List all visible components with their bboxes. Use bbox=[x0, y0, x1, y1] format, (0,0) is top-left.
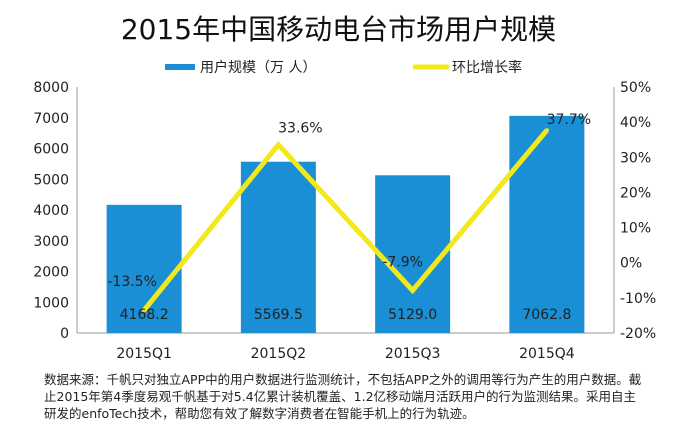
bar bbox=[240, 161, 316, 333]
growth-value-label: -13.5% bbox=[107, 274, 157, 290]
legend-bar-label: 用户规模（万 人） bbox=[200, 59, 316, 76]
growth-value-label: 37.7% bbox=[547, 112, 591, 128]
left-tick-label: 5000 bbox=[33, 172, 69, 188]
left-tick-label: 4000 bbox=[33, 203, 69, 219]
left-tick-label: 7000 bbox=[33, 111, 69, 127]
right-tick-label: 20% bbox=[620, 185, 651, 201]
growth-point bbox=[276, 142, 281, 147]
growth-point bbox=[544, 128, 549, 133]
legend-line-label: 环比增长率 bbox=[452, 59, 522, 76]
right-tick-label: 30% bbox=[620, 150, 651, 166]
legend-bar-swatch bbox=[165, 64, 195, 70]
left-tick-label: 2000 bbox=[33, 265, 69, 281]
growth-point bbox=[142, 308, 147, 313]
x-tick-label: 2015Q4 bbox=[519, 346, 575, 362]
bar-value-label: 7062.8 bbox=[522, 307, 571, 323]
bar-value-label: 5569.5 bbox=[254, 307, 303, 323]
left-tick-label: 0 bbox=[60, 326, 69, 342]
x-tick-label: 2015Q3 bbox=[385, 346, 441, 362]
left-tick-label: 1000 bbox=[33, 295, 69, 311]
right-tick-label: -20% bbox=[620, 326, 656, 342]
chart-title: 2015年中国移动电台市场用户规模 bbox=[120, 13, 557, 46]
growth-line bbox=[142, 128, 549, 312]
source-note: 数据来源：千帆只对独立APP中的用户数据进行监测统计，不包括APP之外的调用等行… bbox=[44, 372, 642, 421]
bar bbox=[509, 115, 585, 333]
x-tick-label: 2015Q1 bbox=[116, 346, 172, 362]
right-tick-label: 0% bbox=[620, 256, 642, 272]
growth-value-label: 33.6% bbox=[278, 121, 322, 137]
bar-value-label: 5129.0 bbox=[388, 307, 437, 323]
growth-value-label: -7.9% bbox=[382, 254, 423, 270]
right-tick-label: 10% bbox=[620, 221, 651, 237]
bar bbox=[375, 175, 451, 333]
left-tick-label: 6000 bbox=[33, 142, 69, 158]
growth-point bbox=[410, 288, 415, 293]
left-tick-label: 3000 bbox=[33, 234, 69, 250]
right-tick-label: 50% bbox=[620, 80, 651, 96]
right-tick-label: 40% bbox=[620, 115, 651, 131]
bar-value-label: 4168.2 bbox=[120, 307, 169, 323]
left-tick-label: 8000 bbox=[33, 80, 69, 96]
right-tick-label: -10% bbox=[620, 291, 656, 307]
x-tick-label: 2015Q2 bbox=[251, 346, 307, 362]
